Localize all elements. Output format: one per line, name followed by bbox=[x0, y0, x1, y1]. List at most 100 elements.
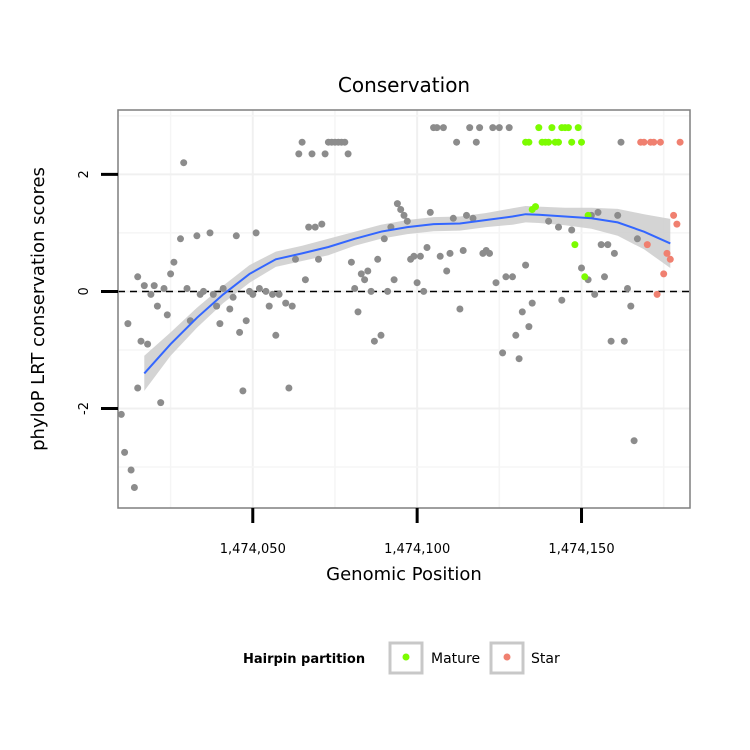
point-other bbox=[255, 285, 263, 292]
point-mature bbox=[525, 138, 533, 146]
legend-dot-star bbox=[503, 653, 511, 661]
point-other bbox=[219, 285, 227, 292]
x-tick-label: 1,474,150 bbox=[548, 542, 614, 557]
point-other bbox=[144, 340, 152, 348]
point-other bbox=[209, 290, 217, 298]
point-star bbox=[653, 290, 661, 298]
point-other bbox=[117, 410, 125, 418]
point-other bbox=[285, 384, 293, 392]
point-star bbox=[650, 138, 658, 146]
point-other bbox=[403, 217, 411, 225]
point-other bbox=[364, 267, 372, 275]
point-other bbox=[262, 287, 270, 295]
point-mature bbox=[532, 203, 539, 211]
point-other bbox=[130, 484, 138, 491]
point-mature bbox=[535, 124, 543, 132]
point-other bbox=[633, 235, 641, 243]
point-star bbox=[656, 138, 664, 146]
point-other bbox=[351, 285, 359, 292]
point-other bbox=[370, 337, 378, 345]
point-other bbox=[446, 249, 454, 257]
legend-entry-star: Star bbox=[489, 641, 560, 675]
point-other bbox=[301, 276, 309, 284]
point-other bbox=[443, 267, 451, 275]
y-axis: -2 0 2 bbox=[77, 170, 118, 415]
point-mature bbox=[548, 124, 556, 132]
point-other bbox=[157, 399, 165, 407]
point-other bbox=[361, 276, 369, 284]
point-other bbox=[384, 287, 392, 295]
point-other bbox=[318, 220, 326, 228]
point-other bbox=[607, 337, 615, 345]
point-other bbox=[147, 290, 155, 298]
point-other bbox=[525, 323, 533, 331]
point-other bbox=[354, 308, 362, 316]
point-other bbox=[591, 290, 599, 298]
point-mature bbox=[578, 138, 585, 146]
point-other bbox=[509, 273, 516, 281]
point-other bbox=[515, 355, 523, 363]
point-other bbox=[357, 270, 365, 278]
point-other bbox=[597, 241, 605, 249]
point-other bbox=[502, 273, 510, 281]
point-mature bbox=[555, 138, 562, 146]
point-other bbox=[315, 255, 322, 263]
point-star bbox=[676, 138, 684, 146]
point-other bbox=[298, 138, 306, 146]
point-other bbox=[226, 305, 234, 313]
point-other bbox=[558, 296, 566, 304]
point-other bbox=[150, 282, 158, 290]
point-other bbox=[594, 208, 602, 216]
point-other bbox=[426, 208, 434, 216]
point-other bbox=[180, 159, 188, 167]
y-tick-label: 2 bbox=[77, 170, 92, 178]
point-other bbox=[163, 311, 171, 319]
point-other bbox=[456, 305, 464, 313]
point-other bbox=[522, 261, 530, 269]
point-other bbox=[423, 244, 431, 251]
point-other bbox=[153, 302, 161, 310]
point-other bbox=[453, 138, 461, 146]
point-other bbox=[436, 252, 444, 260]
point-other bbox=[183, 285, 191, 292]
point-other bbox=[216, 320, 224, 328]
point-other bbox=[393, 200, 401, 208]
point-other bbox=[167, 270, 175, 278]
y-tick-label: -2 bbox=[77, 402, 92, 415]
point-other bbox=[177, 235, 184, 243]
point-other bbox=[433, 124, 441, 132]
point-other bbox=[265, 302, 273, 310]
point-other bbox=[269, 290, 276, 298]
legend-label-mature: Mature bbox=[431, 651, 480, 667]
point-other bbox=[380, 235, 388, 243]
point-other bbox=[305, 223, 313, 231]
point-mature bbox=[574, 124, 582, 132]
point-other bbox=[578, 264, 585, 272]
point-other bbox=[236, 328, 244, 336]
point-other bbox=[275, 290, 283, 298]
point-other bbox=[505, 124, 513, 132]
point-other bbox=[416, 252, 424, 260]
point-other bbox=[134, 384, 142, 392]
point-star bbox=[663, 249, 671, 257]
point-other bbox=[492, 279, 500, 287]
point-other bbox=[400, 211, 408, 219]
x-axis-title: Genomic Position bbox=[326, 564, 482, 585]
point-other bbox=[341, 138, 349, 146]
point-other bbox=[439, 124, 447, 132]
point-other bbox=[512, 331, 520, 339]
point-star bbox=[660, 270, 668, 278]
point-other bbox=[374, 255, 382, 263]
point-other bbox=[160, 285, 168, 292]
x-axis: 1,474,050 1,474,100 1,474,150 bbox=[220, 508, 615, 557]
point-other bbox=[140, 282, 148, 290]
point-other bbox=[347, 258, 355, 266]
point-other bbox=[308, 150, 316, 158]
point-other bbox=[610, 249, 618, 257]
point-other bbox=[449, 214, 457, 222]
legend-key-star bbox=[489, 641, 525, 675]
point-other bbox=[390, 276, 398, 284]
point-other bbox=[282, 299, 290, 307]
point-other bbox=[239, 387, 247, 395]
